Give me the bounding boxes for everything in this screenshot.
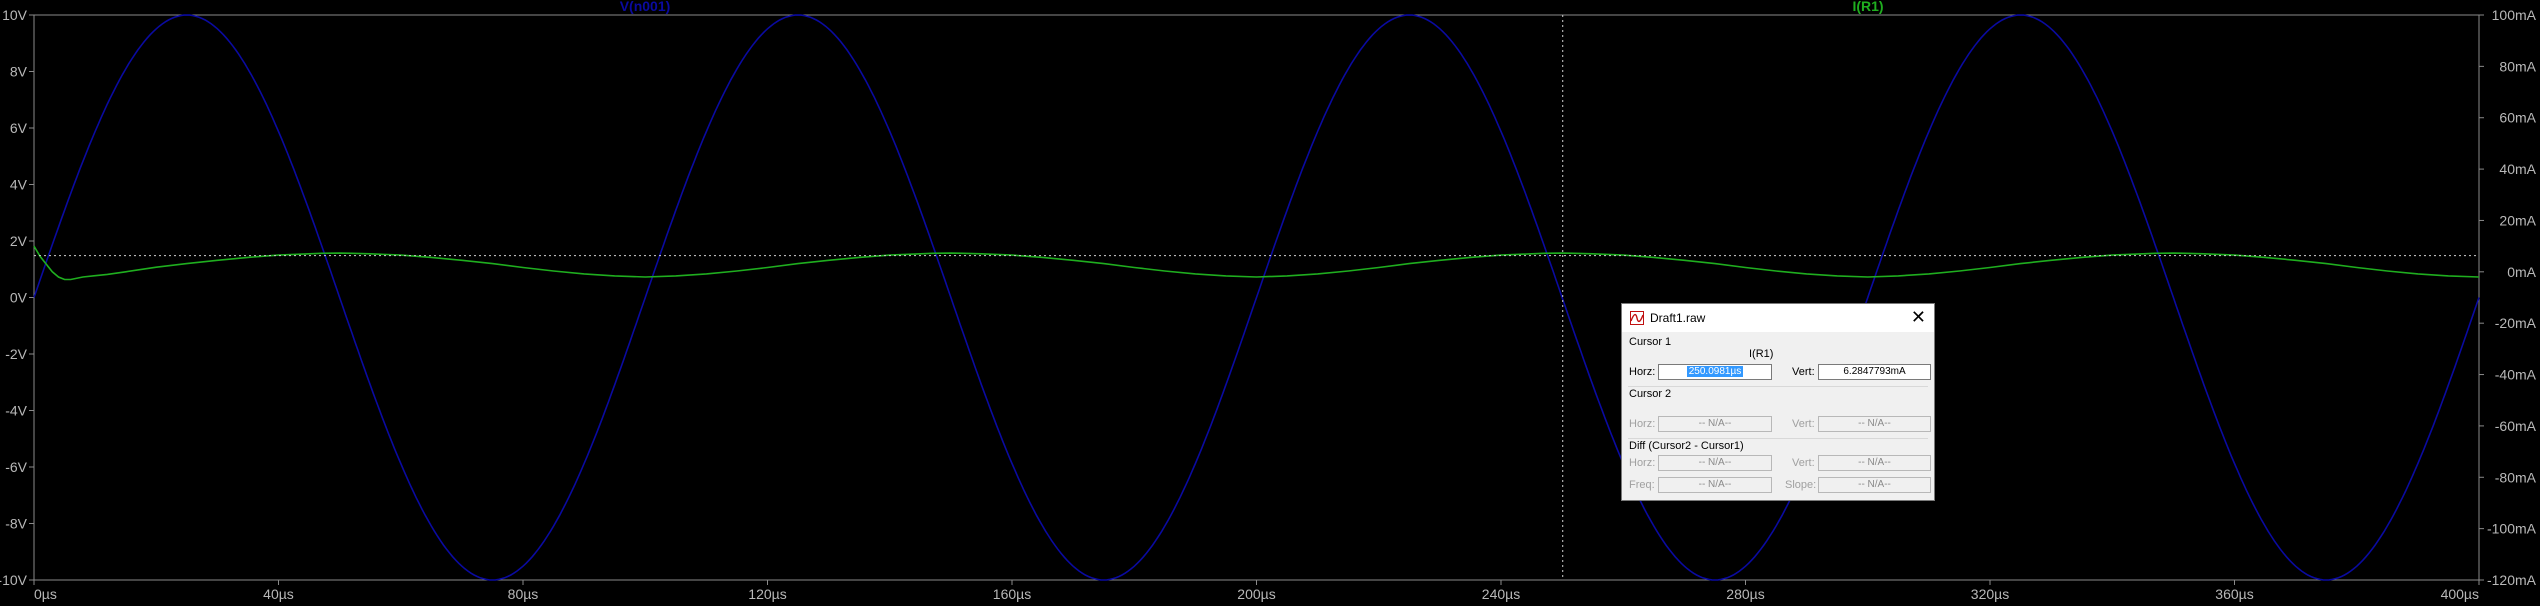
y-right-tick-label: -60mA	[2495, 418, 2537, 434]
y-right-tick-label: 20mA	[2499, 212, 2536, 228]
y-right-tick-label: -20mA	[2495, 315, 2537, 331]
cursor1-vert-field[interactable]: 6.2847793mA	[1818, 364, 1931, 380]
y-left-tick-label: 2V	[10, 233, 28, 249]
trace-label-voltage[interactable]: V(n001)	[620, 0, 671, 14]
diff-freq-label: Freq:	[1629, 479, 1655, 491]
y-left-tick-label: 6V	[10, 120, 28, 136]
cursor2-vert-label: Vert:	[1792, 418, 1815, 430]
traces	[33, 14, 2480, 581]
cursor1-trace-label: I(R1)	[1749, 348, 1774, 360]
y-left-tick-label: 4V	[10, 177, 28, 193]
cursor2-horz-label: Horz:	[1629, 418, 1656, 430]
y-left-tick-label: 0V	[10, 290, 28, 306]
diff-horz-field: -- N/A--	[1658, 455, 1772, 471]
trace-label-current[interactable]: I(R1)	[1852, 0, 1883, 14]
y-left-tick-label: -6V	[5, 459, 27, 475]
close-icon[interactable]: ✕	[1910, 307, 1926, 327]
y-left-tick-label: -2V	[5, 346, 27, 362]
diff-slope-field: -- N/A--	[1818, 477, 1931, 493]
x-tick-label: 400µs	[2441, 586, 2479, 602]
x-tick-label: 160µs	[993, 586, 1031, 602]
x-axis: 0µs 40µs 80µs 120µs 160µs 200µs 240µs 280µs 320µ…	[33, 580, 2480, 602]
cursor2-section-label: Cursor 2	[1629, 388, 1672, 400]
y-left-tick-label: 8V	[10, 64, 28, 80]
x-tick-label: 360µs	[2215, 586, 2253, 602]
cursor1-horz-label: Horz:	[1629, 366, 1656, 378]
cursor2-vert-field: -- N/A--	[1818, 416, 1931, 432]
x-tick-label: 0µs	[34, 586, 57, 602]
cursor1-horz-field[interactable]: 250.0981µs	[1658, 364, 1772, 380]
separator	[1628, 386, 1928, 387]
x-tick-label: 120µs	[748, 586, 786, 602]
cursor-lines[interactable]	[34, 15, 2479, 580]
x-tick-label: 40µs	[263, 586, 294, 602]
diff-slope-label: Slope:	[1785, 479, 1817, 491]
cursor-dialog[interactable]: Draft1.raw ✕ Cursor 1 I(R1) Horz: 250.09…	[1621, 303, 1935, 501]
y-axis-right: 100mA 80mA 60mA 40mA 20mA 0mA -20mA -40mA -60mA -…	[2479, 7, 2537, 588]
y-left-tick-label: 10V	[2, 7, 28, 23]
diff-freq-field: -- N/A--	[1658, 477, 1772, 493]
separator	[1628, 438, 1928, 439]
x-tick-label: 200µs	[1237, 586, 1275, 602]
y-right-tick-label: -120mA	[2487, 572, 2537, 588]
ltspice-waveform-icon	[1630, 311, 1644, 325]
y-right-tick-label: -100mA	[2487, 521, 2537, 537]
y-right-tick-label: 40mA	[2499, 161, 2536, 177]
y-right-tick-label: 0mA	[2507, 264, 2536, 280]
trace-voltage-line	[33, 14, 2480, 581]
x-tick-label: 280µs	[1726, 586, 1764, 602]
dialog-titlebar[interactable]: Draft1.raw ✕	[1622, 304, 1934, 332]
diff-vert-label: Vert:	[1792, 457, 1815, 469]
diff-horz-label: Horz:	[1629, 457, 1656, 469]
dialog-title: Draft1.raw	[1650, 311, 1706, 325]
trace-current-line	[33, 245, 2480, 281]
y-right-tick-label: 100mA	[2492, 7, 2537, 23]
y-right-tick-label: -80mA	[2495, 469, 2537, 485]
diff-vert-field: -- N/A--	[1818, 455, 1931, 471]
cursor1-vert-label: Vert:	[1792, 366, 1815, 378]
y-right-tick-label: 60mA	[2499, 110, 2536, 126]
cursor1-section-label: Cursor 1	[1629, 336, 1672, 348]
diff-section-label: Diff (Cursor2 - Cursor1)	[1629, 440, 1744, 452]
y-left-tick-label: -4V	[5, 403, 27, 419]
y-right-tick-label: -40mA	[2495, 367, 2537, 383]
y-left-tick-label: -8V	[5, 516, 27, 532]
cursor2-horz-field: -- N/A--	[1658, 416, 1772, 432]
x-tick-label: 320µs	[1971, 586, 2009, 602]
y-left-tick-label: -10V	[0, 572, 28, 588]
x-tick-label: 240µs	[1482, 586, 1520, 602]
y-axis-left: 10V 8V 6V 4V 2V 0V -2V -4V -6V -8V -10V	[0, 7, 34, 588]
x-tick-label: 80µs	[508, 586, 539, 602]
y-right-tick-label: 80mA	[2499, 58, 2536, 74]
